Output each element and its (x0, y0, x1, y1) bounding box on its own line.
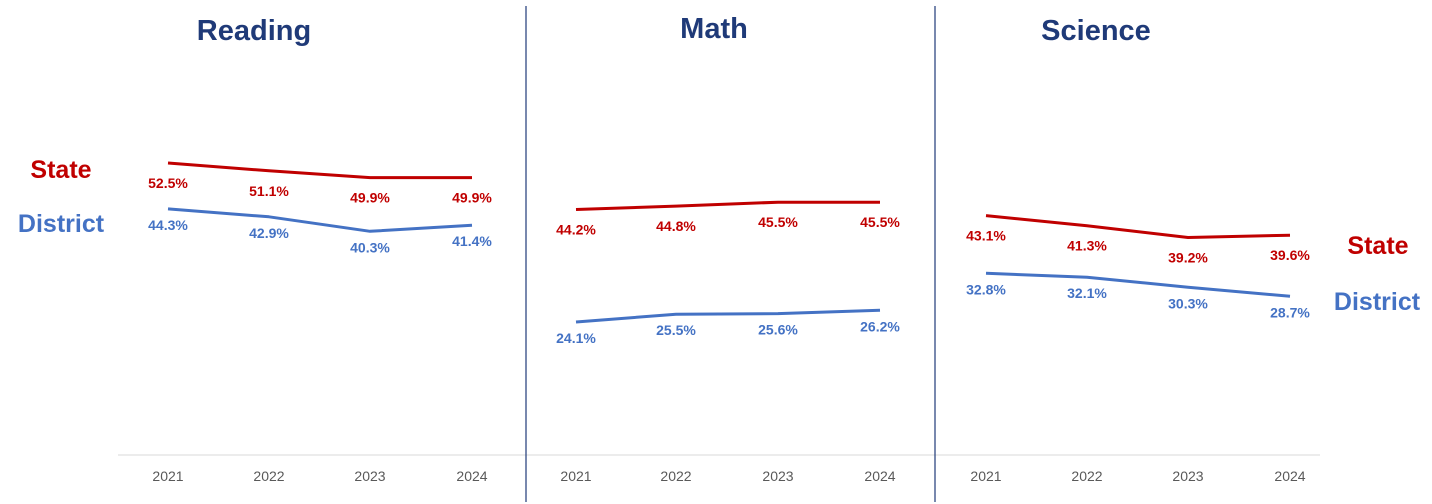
reading-district-label-2022: 42.9% (249, 225, 289, 241)
science-district-label-2024: 28.7% (1270, 304, 1310, 320)
x-tick-math-2024: 2024 (864, 468, 895, 484)
math-state-line (575, 200, 880, 211)
reading-state-line (167, 161, 472, 180)
science-state-label-2023: 39.2% (1168, 250, 1208, 266)
science-state-label-2021: 43.1% (966, 228, 1006, 244)
panel-title-math: Math (680, 13, 748, 45)
x-tick-science-2022: 2022 (1071, 468, 1102, 484)
x-tick-reading-2021: 2021 (152, 468, 183, 484)
panel-title-reading: Reading (197, 15, 311, 47)
science-district-label-2022: 32.1% (1067, 285, 1107, 301)
x-tick-math-2023: 2023 (762, 468, 793, 484)
reading-state-label-2024: 49.9% (452, 190, 492, 206)
math-district-line (575, 308, 881, 324)
x-tick-reading-2023: 2023 (354, 468, 385, 484)
x-tick-science-2023: 2023 (1172, 468, 1203, 484)
math-district-label-2024: 26.2% (860, 318, 900, 334)
science-district-label-2023: 30.3% (1168, 295, 1208, 311)
math-district-label-2021: 24.1% (556, 330, 596, 346)
science-state-label-2022: 41.3% (1067, 238, 1107, 254)
math-district-label-2022: 25.5% (656, 322, 696, 338)
reading-district-label-2024: 41.4% (452, 233, 492, 249)
science-state-label-2024: 39.6% (1270, 247, 1310, 263)
legend-state-left: State (30, 156, 91, 184)
x-tick-science-2024: 2024 (1274, 468, 1305, 484)
x-tick-math-2022: 2022 (660, 468, 691, 484)
science-district-label-2021: 32.8% (966, 281, 1006, 297)
math-state-label-2024: 45.5% (860, 214, 900, 230)
panel-title-science: Science (1041, 15, 1151, 47)
x-tick-reading-2024: 2024 (456, 468, 487, 484)
math-state-label-2021: 44.2% (556, 222, 596, 238)
science-district-line (985, 271, 1291, 298)
x-tick-science-2021: 2021 (970, 468, 1001, 484)
math-state-label-2023: 45.5% (758, 214, 798, 230)
reading-state-label-2023: 49.9% (350, 190, 390, 206)
reading-state-label-2022: 51.1% (249, 183, 289, 199)
legend-district-left: District (18, 210, 105, 238)
reading-district-label-2023: 40.3% (350, 239, 390, 255)
legend-district-right: District (1334, 288, 1421, 316)
reading-district-line (167, 207, 473, 233)
x-tick-math-2021: 2021 (560, 468, 591, 484)
reading-state-label-2021: 52.5% (148, 175, 188, 191)
math-state-label-2022: 44.8% (656, 218, 696, 234)
science-state-line (985, 214, 1291, 239)
reading-district-label-2021: 44.3% (148, 217, 188, 233)
legend-state-right: State (1347, 232, 1408, 260)
x-tick-reading-2022: 2022 (253, 468, 284, 484)
chart-marks: 2021 2022 2023 2024 52.5% 51.1% 49.9% 49.9% 44.3… (148, 161, 1310, 484)
math-district-label-2023: 25.6% (758, 322, 798, 338)
